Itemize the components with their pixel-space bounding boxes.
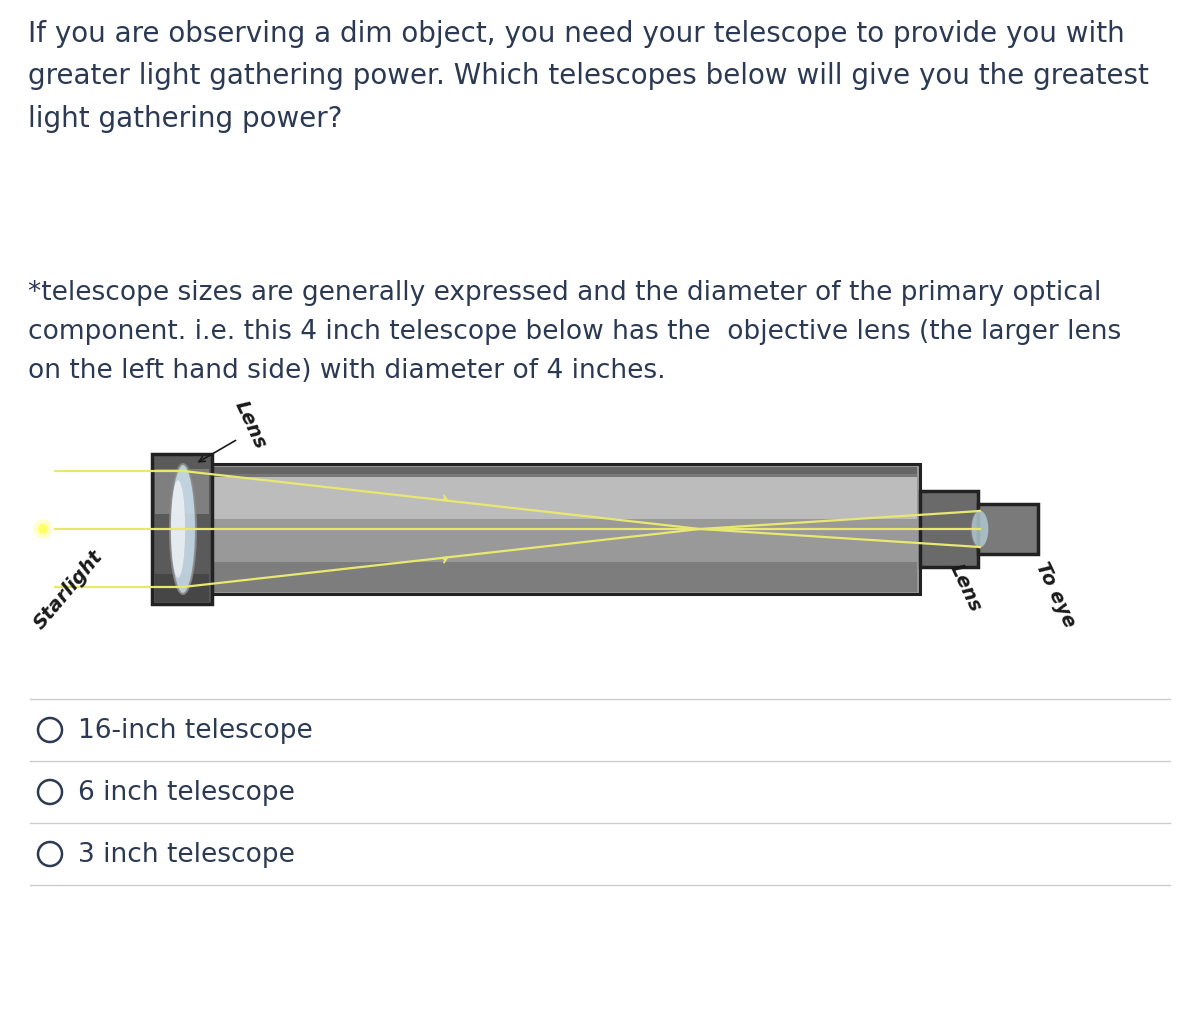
Bar: [152, 454, 212, 604]
Bar: [185, 465, 920, 594]
Bar: [155, 470, 209, 515]
Text: 6 inch telescope: 6 inch telescope: [78, 780, 295, 805]
Circle shape: [34, 521, 52, 538]
Ellipse shape: [971, 511, 989, 548]
Bar: [920, 491, 978, 568]
Bar: [978, 504, 1038, 554]
Ellipse shape: [170, 465, 196, 594]
Circle shape: [38, 525, 48, 535]
Text: To eye: To eye: [1032, 558, 1079, 630]
Text: Starlight: Starlight: [30, 546, 107, 633]
Text: Lens: Lens: [946, 560, 984, 614]
Text: 16-inch telescope: 16-inch telescope: [78, 717, 313, 743]
Bar: [188, 468, 917, 478]
Text: *telescope sizes are generally expressed and the diameter of the primary optical: *telescope sizes are generally expressed…: [28, 280, 1121, 383]
Text: 3 inch telescope: 3 inch telescope: [78, 841, 295, 867]
Ellipse shape: [170, 481, 185, 578]
Bar: [155, 575, 209, 602]
Circle shape: [40, 527, 46, 533]
Bar: [188, 562, 917, 592]
Text: If you are observing a dim object, you need your telescope to provide you with
g: If you are observing a dim object, you n…: [28, 20, 1148, 132]
Bar: [188, 475, 917, 520]
Text: Lens: Lens: [230, 397, 270, 451]
